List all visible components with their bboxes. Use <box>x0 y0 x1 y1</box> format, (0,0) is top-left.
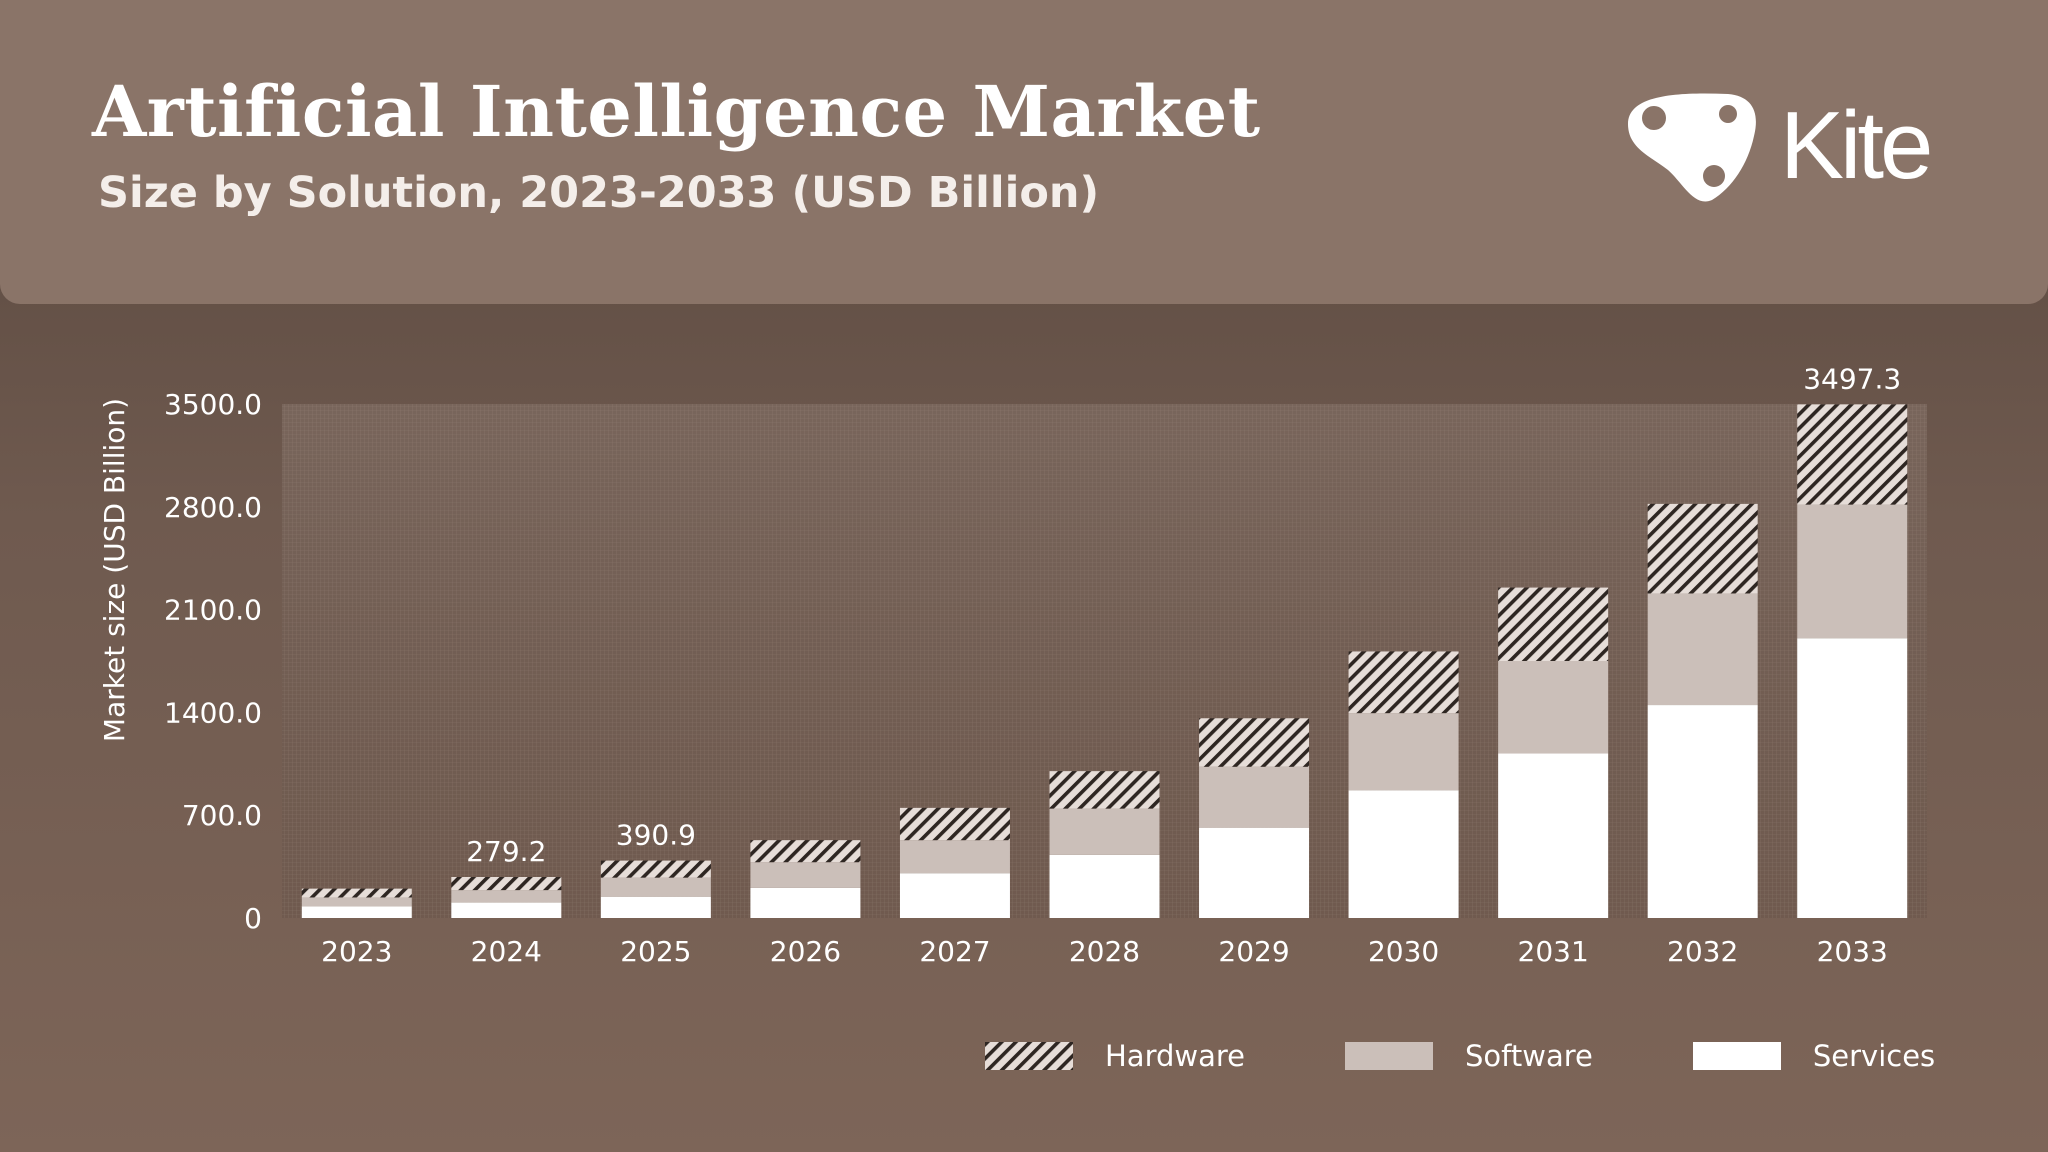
legend-item-hardware: Hardware <box>985 1039 1245 1073</box>
legend-item-software: Software <box>1345 1039 1593 1073</box>
bar-software-2033 <box>1797 504 1908 639</box>
bar-software-2028 <box>1049 808 1160 855</box>
bar-services-2027 <box>899 873 1010 918</box>
bar-services-2026 <box>750 887 861 918</box>
x-tick-label: 2023 <box>321 935 392 968</box>
bar-services-2033 <box>1797 638 1908 918</box>
bar-software-2024 <box>451 890 562 903</box>
chart-subtitle: Size by Solution, 2023-2033 (USD Billion… <box>98 168 1100 218</box>
x-tick-label: 2029 <box>1218 935 1289 968</box>
bar-hardware-2026 <box>750 840 861 863</box>
bar-hardware-2025 <box>600 860 711 878</box>
legend-item-services: Services <box>1692 1039 1936 1073</box>
y-tick-label: 700.0 <box>182 799 262 832</box>
legend-label-software: Software <box>1465 1039 1593 1073</box>
bar-software-2029 <box>1199 766 1310 828</box>
legend-label-hardware: Hardware <box>1105 1039 1246 1073</box>
y-tick-label: 1400.0 <box>164 696 262 729</box>
bar-hardware-2032 <box>1647 503 1758 594</box>
bar-hardware-2023 <box>301 888 412 898</box>
y-tick-label: 3500.0 <box>164 388 262 421</box>
bar-hardware-2024 <box>451 876 562 891</box>
brand-name: Kite <box>1780 92 1933 199</box>
bar-software-2023 <box>301 897 412 907</box>
bar-software-2027 <box>899 840 1010 874</box>
header-banner: Artificial Intelligence Market Size by S… <box>0 0 2048 304</box>
kite-logo-icon <box>1628 93 1756 202</box>
bar-software-2031 <box>1498 661 1609 754</box>
y-tick-label: 2800.0 <box>164 491 262 524</box>
legend-label-services: Services <box>1812 1039 1936 1073</box>
bar-hardware-2027 <box>899 807 1010 841</box>
y-tick-label: 0 <box>244 902 262 935</box>
x-tick-label: 2025 <box>620 935 691 968</box>
bar-services-2023 <box>301 906 412 918</box>
bar-hardware-2029 <box>1199 718 1310 767</box>
bar-hardware-2033 <box>1797 404 1908 505</box>
bar-services-2024 <box>451 902 562 918</box>
hardware-swatch <box>985 1042 1073 1070</box>
bar-software-2030 <box>1348 713 1459 791</box>
x-tick-label: 2030 <box>1368 935 1439 968</box>
bar-hardware-2028 <box>1049 771 1160 809</box>
bar-services-2029 <box>1199 827 1310 918</box>
bar-software-2026 <box>750 862 861 888</box>
services-swatch <box>1692 1042 1781 1070</box>
data-label: 279.2 <box>466 835 546 868</box>
y-axis-label: Market size (USD Billion) <box>98 398 131 742</box>
x-tick-label: 2024 <box>471 935 542 968</box>
data-label: 3497.3 <box>1803 362 1901 395</box>
x-tick-label: 2026 <box>770 935 841 968</box>
bar-services-2028 <box>1049 854 1160 918</box>
bar-services-2031 <box>1498 753 1609 918</box>
bar-services-2025 <box>600 896 711 918</box>
software-swatch <box>1345 1042 1434 1070</box>
x-tick-label: 2032 <box>1667 935 1738 968</box>
chart-title: Artificial Intelligence Market <box>92 70 1261 153</box>
bar-hardware-2030 <box>1348 651 1459 714</box>
x-tick-label: 2031 <box>1518 935 1589 968</box>
bar-software-2032 <box>1647 593 1758 706</box>
data-label: 390.9 <box>616 819 696 852</box>
bar-software-2025 <box>600 877 711 897</box>
y-tick-label: 2100.0 <box>164 594 262 627</box>
bar-services-2032 <box>1647 705 1758 918</box>
bar-services-2030 <box>1348 790 1459 918</box>
x-tick-label: 2027 <box>919 935 990 968</box>
stacked-bar-chart: Market size (USD Billion) 0 700.0 1400.0 21… <box>98 362 1927 968</box>
bar-hardware-2031 <box>1498 587 1609 661</box>
x-tick-label: 2028 <box>1069 935 1140 968</box>
legend: Hardware Software Services <box>985 1030 1935 1082</box>
x-tick-label: 2033 <box>1817 935 1888 968</box>
